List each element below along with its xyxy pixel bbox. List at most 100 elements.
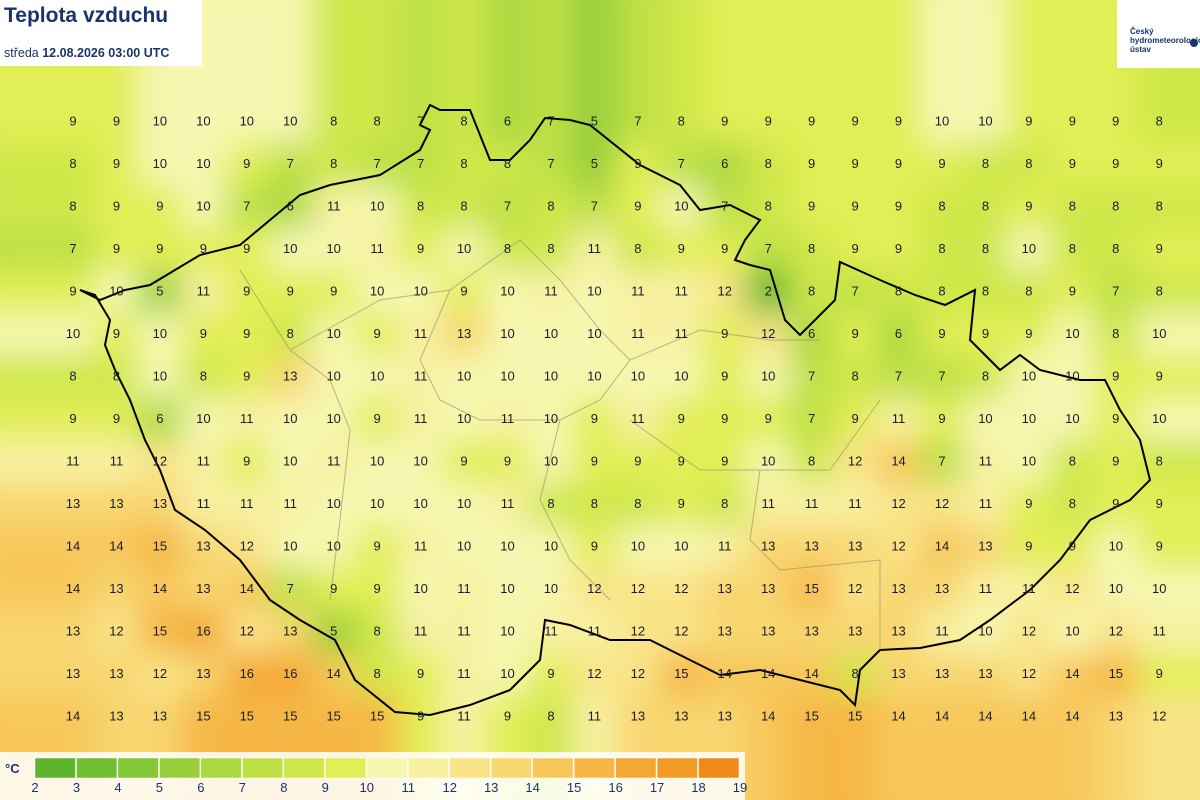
temperature-cell — [225, 440, 270, 485]
temperature-value: 7 — [808, 368, 815, 383]
temperature-cell — [94, 525, 140, 570]
temperature-cell — [1050, 653, 1096, 697]
temperature-value: 11 — [327, 453, 341, 468]
temperature-value: 9 — [1112, 411, 1119, 426]
temperature-cell — [876, 185, 922, 230]
temperature-value: 11 — [631, 283, 645, 298]
legend-swatch — [34, 757, 76, 779]
temperature-value: 9 — [374, 581, 381, 596]
temperature-value: 10 — [326, 241, 340, 256]
temperature-value: 7 — [808, 411, 815, 426]
temperature-value: 10 — [457, 411, 471, 426]
temperature-value: 8 — [851, 368, 858, 383]
temperature-value: 9 — [765, 411, 772, 426]
temperature-cell — [789, 610, 835, 655]
temperature-cell — [572, 355, 618, 400]
temperature-value: 15 — [804, 581, 818, 596]
temperature-cell — [138, 610, 183, 655]
temperature-value: 13 — [891, 623, 905, 638]
temperature-cell — [485, 610, 531, 655]
temperature-value: 14 — [761, 708, 775, 723]
legend-swatch — [325, 757, 367, 779]
temperature-value: 11 — [544, 283, 558, 298]
temperature-value: 9 — [287, 283, 294, 298]
temperature-value: 8 — [374, 113, 381, 128]
temperature-value: 13 — [109, 496, 123, 511]
temperature-value: 10 — [544, 581, 558, 596]
temperature-cell — [789, 0, 835, 145]
temperature-value: 9 — [851, 198, 858, 213]
temperature-cell — [920, 568, 965, 612]
temperature-value: 9 — [417, 666, 424, 681]
temperature-value: 8 — [460, 198, 467, 213]
temperature-cell — [1094, 143, 1139, 187]
temperature-value: 10 — [631, 538, 645, 553]
temperature-value: 9 — [591, 453, 598, 468]
temperature-value: 12 — [587, 581, 601, 596]
temperature-value: 11 — [414, 623, 428, 638]
temperature-cell — [616, 143, 661, 187]
temperature-cell — [659, 313, 705, 357]
temperature-value: 10 — [978, 113, 992, 128]
value-grid: 9 9 10 10 10 10 8 8 7 8 6 7 5 7 8 9 9 9 9 9 10 10 9 9 9 8 8 9 10 10 9 7… — [66, 113, 1167, 723]
temperature-cell — [355, 355, 400, 400]
temperature-value: 11 — [675, 326, 689, 341]
temperature-value: 7 — [504, 198, 511, 213]
country-border — [79, 103, 1152, 717]
temperature-cell — [181, 440, 227, 485]
temperature-value: 11 — [588, 623, 602, 638]
temperature-cell — [920, 525, 965, 570]
temperature-value: 9 — [113, 156, 120, 171]
temperature-value: 12 — [153, 666, 167, 681]
temperature-value: 11 — [414, 411, 428, 426]
legend-swatch — [449, 757, 491, 779]
temperature-cell — [1007, 440, 1052, 485]
temperature-cell — [920, 228, 965, 272]
temperature-value: 10 — [326, 368, 340, 383]
temperature-cell — [963, 483, 1009, 527]
temperature-value: 10 — [413, 581, 427, 596]
temperature-cell — [138, 143, 183, 187]
temperature-cell — [920, 143, 965, 187]
legend-swatch — [76, 757, 118, 779]
temperature-cell — [181, 270, 227, 315]
temperature-value: 10 — [1109, 581, 1123, 596]
temperature-value: 9 — [417, 708, 424, 723]
temperature-cell — [1137, 398, 1200, 442]
temperature-cell — [181, 610, 227, 655]
temperature-value: 13 — [718, 708, 732, 723]
temperature-value: 9 — [504, 708, 511, 723]
temperature-value: 8 — [1156, 283, 1163, 298]
temperature-value: 8 — [547, 198, 554, 213]
temperature-value: 8 — [982, 241, 989, 256]
temperature-value: 13 — [66, 623, 80, 638]
temperature-value: 13 — [891, 666, 905, 681]
temperature-cell — [1137, 270, 1200, 315]
logo-line: ústav — [1130, 45, 1151, 54]
temperature-value: 10 — [674, 368, 688, 383]
temperature-cell — [485, 525, 531, 570]
temperature-value: 13 — [978, 666, 992, 681]
temperature-cell — [1050, 185, 1096, 230]
temperature-value: 8 — [547, 241, 554, 256]
temperature-value: 10 — [413, 283, 427, 298]
temperature-value: 9 — [721, 113, 728, 128]
temperature-value: 9 — [721, 368, 728, 383]
temperature-cell — [572, 525, 618, 570]
temperature-cell — [311, 0, 357, 145]
temperature-cell — [181, 398, 227, 442]
temperature-value: 10 — [196, 198, 210, 213]
datetime: 12.08.2026 03:00 UTC — [42, 46, 170, 60]
temperature-cell — [181, 185, 227, 230]
legend-label: 14 — [525, 780, 539, 795]
temperature-cell — [94, 610, 140, 655]
temperature-value: 14 — [66, 581, 80, 596]
temperature-value: 11 — [197, 496, 211, 511]
temperature-value: 9 — [243, 453, 250, 468]
temperature-cell — [920, 483, 965, 527]
temperature-value: 6 — [895, 326, 902, 341]
temperature-cell — [833, 483, 878, 527]
legend-swatch — [283, 757, 325, 779]
temperature-cell — [355, 568, 400, 612]
temperature-cell — [1094, 483, 1139, 527]
